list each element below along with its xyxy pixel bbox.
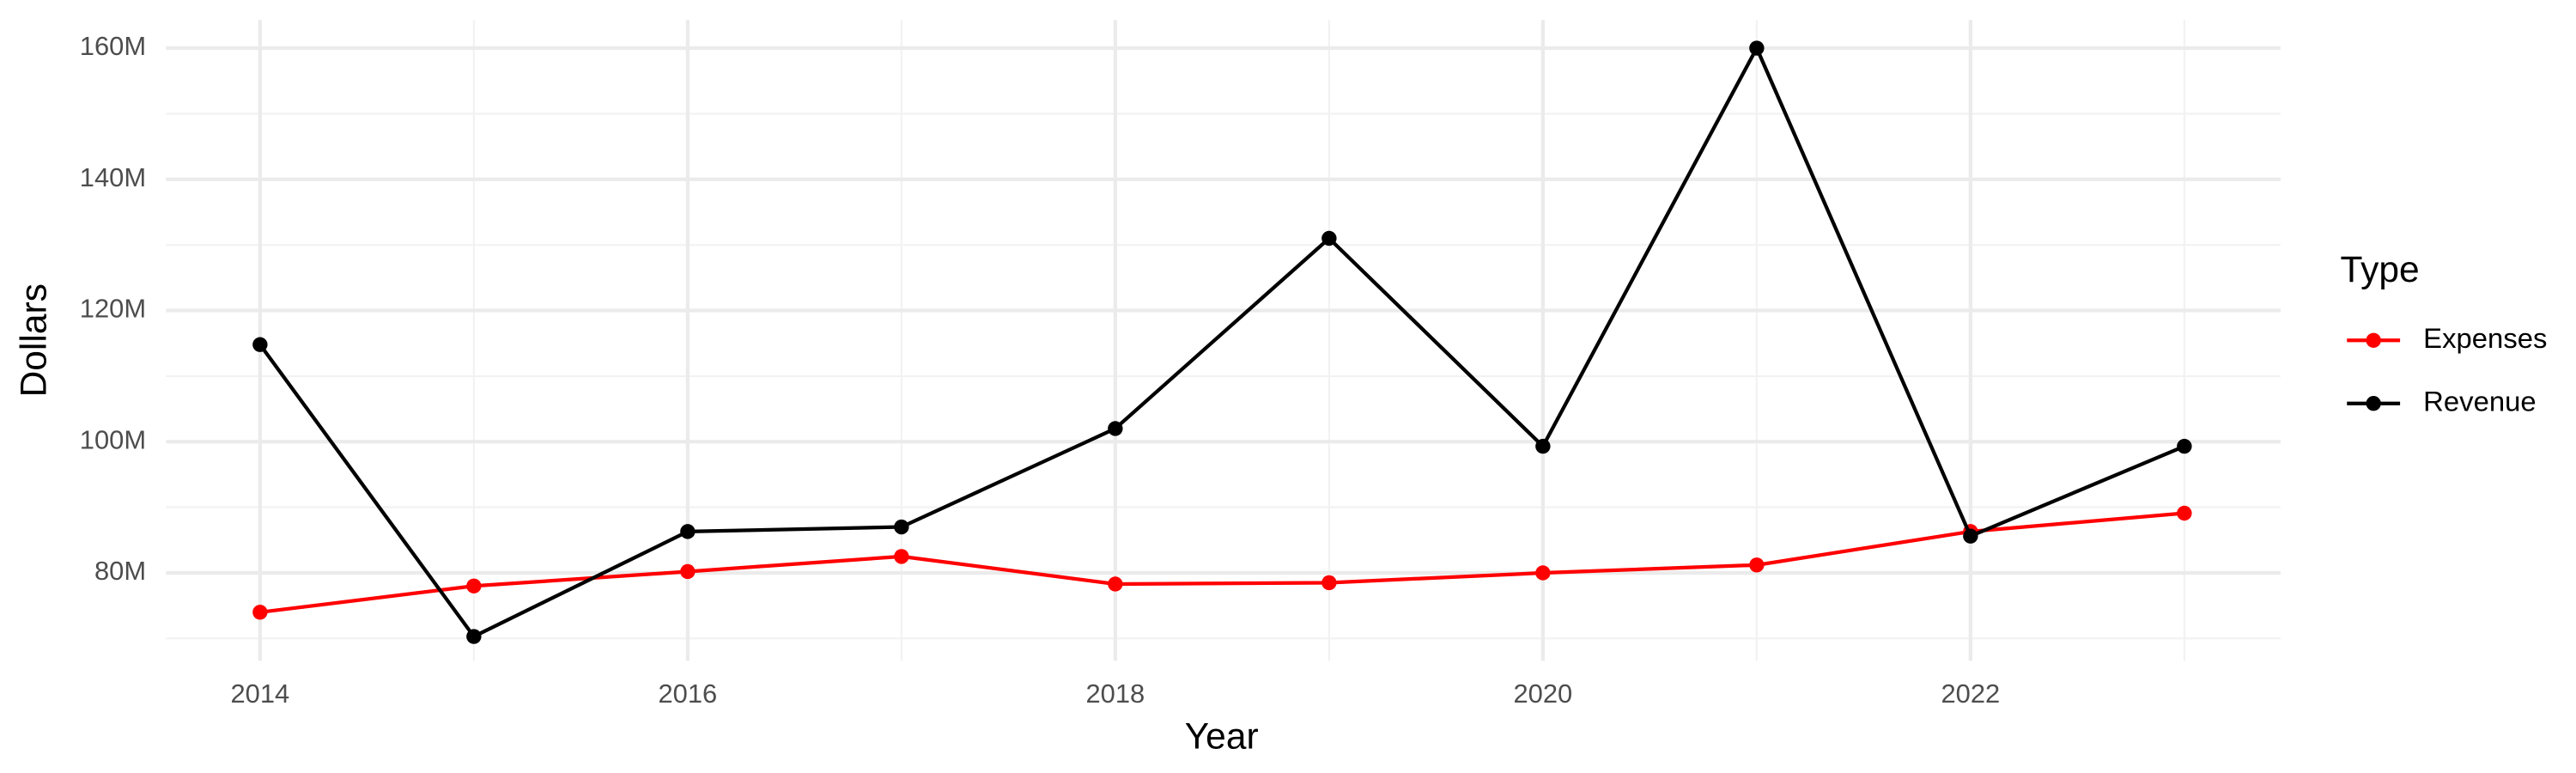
data-point — [252, 337, 268, 352]
data-point — [1321, 230, 1337, 247]
data-point — [1108, 421, 1123, 436]
x-tick-label: 2016 — [658, 679, 717, 709]
data-point — [1749, 40, 1765, 56]
data-point — [466, 629, 482, 644]
legend-key-point — [2366, 332, 2381, 348]
series-line — [258, 44, 2185, 639]
x-tick-label: 2018 — [1085, 679, 1145, 709]
x-tick-label: 2020 — [1513, 679, 1572, 709]
data-point — [680, 563, 696, 580]
data-point — [1108, 576, 1123, 592]
data-point — [1749, 557, 1765, 573]
x-tick-label: 2014 — [230, 679, 289, 709]
data-point — [894, 519, 909, 535]
y-axis-title: Dollars — [15, 283, 55, 397]
data-point — [1535, 438, 1551, 454]
y-tick-label: 100M — [80, 424, 146, 454]
data-point — [1963, 528, 1978, 544]
data-point — [252, 605, 268, 620]
y-tick-label: 120M — [80, 294, 146, 324]
legend-label: Revenue — [2423, 385, 2537, 417]
series-line — [259, 511, 2185, 614]
legend-title: Type — [2341, 250, 2420, 290]
y-tick-label: 140M — [80, 162, 146, 192]
data-point — [466, 578, 482, 593]
data-point — [1321, 575, 1337, 591]
data-point — [1535, 565, 1551, 581]
data-point — [2177, 505, 2192, 521]
x-axis-title: Year — [1185, 716, 1259, 757]
x-tick-label: 2022 — [1941, 679, 2000, 709]
data-point — [894, 549, 909, 564]
legend-label: Expenses — [2423, 322, 2547, 354]
y-tick-label: 160M — [80, 31, 146, 61]
y-tick-label: 80M — [94, 556, 146, 586]
legend-key-point — [2366, 396, 2381, 411]
data-point — [680, 524, 696, 539]
data-point — [2177, 438, 2192, 454]
